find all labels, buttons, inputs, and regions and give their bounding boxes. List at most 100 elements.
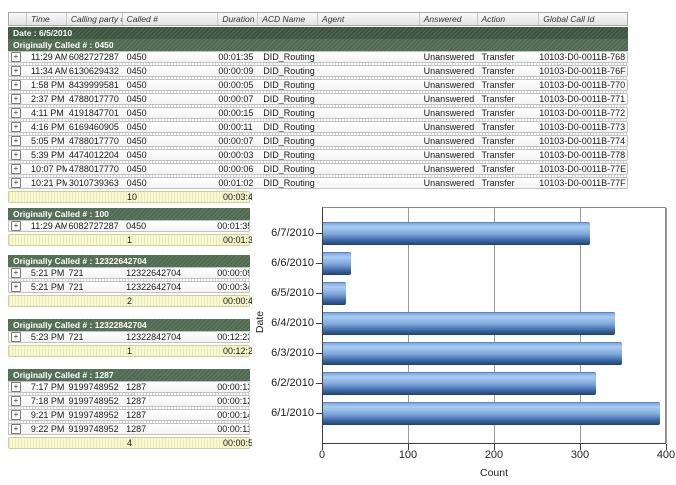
cell-acd: DID_Routing bbox=[263, 80, 315, 90]
expand-icon[interactable]: + bbox=[11, 164, 21, 174]
cell-answered: Unanswered bbox=[423, 178, 475, 188]
expand-cell: + bbox=[9, 108, 27, 118]
expand-icon[interactable]: + bbox=[11, 178, 21, 188]
cell-time: 9:22 PM bbox=[30, 424, 65, 434]
chart-bar bbox=[323, 402, 660, 425]
ytick-label: 6/5/2010 bbox=[271, 287, 314, 299]
cell-time: 4:16 PM bbox=[30, 122, 65, 132]
table-row[interactable]: +5:05 PM 4788017770 0450 00:00:07 DID_Routin… bbox=[8, 135, 628, 147]
expand-icon[interactable]: + bbox=[11, 268, 21, 278]
cell-calling: 721 bbox=[68, 268, 84, 278]
cell-called: 1287 bbox=[126, 410, 147, 420]
cell-called: 12322842704 bbox=[126, 332, 182, 342]
cell-action: Transfer bbox=[481, 150, 515, 160]
ytick-mark bbox=[316, 323, 322, 324]
table-row[interactable]: +5:39 PM 4474012204 0450 00:00:03 DID_Routin… bbox=[8, 149, 628, 161]
cell-acd: DID_Routing bbox=[263, 136, 315, 146]
ytick-mark bbox=[316, 353, 322, 354]
column-header-acd: ACD Name bbox=[258, 13, 319, 25]
group-header: Originally Called # : 100 bbox=[8, 208, 250, 220]
cell-called: 12322642704 bbox=[126, 268, 182, 278]
cell-calling: 721 bbox=[68, 282, 84, 292]
group-rows: +5:23 PM 721 12322842704 00:12:23 bbox=[8, 331, 250, 343]
expand-icon[interactable]: + bbox=[11, 410, 21, 420]
table-row[interactable]: +10:07 PM 4788017770 0450 00:00:06 DID_Routi… bbox=[8, 163, 628, 175]
group-section: Originally Called # : 12322642704 +5:21 P… bbox=[8, 255, 259, 307]
xtick-mark bbox=[666, 444, 667, 450]
summary-total-duration: 00:00:50 bbox=[223, 438, 259, 448]
cell-duration: 00:00:11 bbox=[217, 424, 249, 434]
cell-time: 5:21 PM bbox=[30, 282, 65, 292]
cell-answered: Unanswered bbox=[423, 94, 475, 104]
cell-answered: Unanswered bbox=[423, 150, 475, 160]
expand-icon[interactable]: + bbox=[11, 52, 21, 62]
table-row[interactable]: +5:23 PM 721 12322842704 00:12:23 bbox=[8, 331, 250, 343]
column-header-answered: Answered bbox=[420, 13, 478, 25]
column-header-action: Action bbox=[478, 13, 540, 25]
expand-cell: + bbox=[9, 424, 27, 434]
expand-icon[interactable]: + bbox=[11, 136, 21, 146]
cell-calling: 8439999581 bbox=[68, 80, 119, 90]
cell-agent bbox=[318, 66, 420, 76]
expand-icon[interactable]: + bbox=[11, 94, 21, 104]
summary-spacer bbox=[9, 192, 123, 202]
summary-count: 2 bbox=[127, 296, 133, 306]
chart-bar bbox=[323, 312, 615, 335]
table-row[interactable]: +7:18 PM 9199748952 1287 00:00:12 bbox=[8, 395, 250, 407]
table-row[interactable]: +11:29 AM 6082727287 0450 00:01:35 bbox=[8, 220, 250, 232]
expand-icon[interactable]: + bbox=[11, 282, 21, 292]
summary-count: 10 bbox=[127, 192, 138, 202]
table-row[interactable]: +5:21 PM 721 12322642704 00:00:34 bbox=[8, 281, 250, 293]
cell-called: 0450 bbox=[126, 150, 147, 160]
summary-total-duration: 00:03:40 bbox=[223, 192, 259, 202]
expand-icon[interactable]: + bbox=[11, 332, 21, 342]
expand-icon[interactable]: + bbox=[11, 80, 21, 90]
table-row[interactable]: +4:16 PM 6169460905 0450 00:00:11 DID_Routin… bbox=[8, 121, 628, 133]
table-row[interactable]: +4:11 PM 4191847701 0450 00:00:15 DID_Routin… bbox=[8, 107, 628, 119]
expand-icon[interactable]: + bbox=[11, 108, 21, 118]
expand-icon[interactable]: + bbox=[11, 150, 21, 160]
table-row[interactable]: +5:21 PM 721 12322642704 00:00:09 bbox=[8, 267, 250, 279]
cell-agent bbox=[318, 108, 420, 118]
summary-total-duration: 00:00:43 bbox=[223, 296, 259, 306]
cell-global_id: 10103-D0-0011B-77F bbox=[539, 178, 626, 188]
expand-icon[interactable]: + bbox=[11, 424, 21, 434]
table-row[interactable]: +10:21 PM 3010739363 0450 00:01:02 DID_Routi… bbox=[8, 177, 628, 189]
cell-agent bbox=[318, 80, 420, 90]
cell-duration: 00:00:09 bbox=[218, 66, 254, 76]
summary-spacer bbox=[9, 296, 123, 306]
cell-global_id: 10103-D0-0011B-772 bbox=[539, 108, 626, 118]
table-row[interactable]: +7:17 PM 9199748952 1287 00:00:13 bbox=[8, 381, 250, 393]
expand-icon[interactable]: + bbox=[11, 221, 21, 231]
expand-icon[interactable]: + bbox=[11, 122, 21, 132]
table-row[interactable]: +9:21 PM 9199748952 1287 00:00:14 bbox=[8, 409, 250, 421]
expand-icon[interactable]: + bbox=[11, 396, 21, 406]
table-row[interactable]: +2:37 PM 4788017770 0450 00:00:07 DID_Routin… bbox=[8, 93, 628, 105]
table-row[interactable]: +1:58 PM 8439999581 0450 00:00:05 DID_Routin… bbox=[8, 79, 628, 91]
ytick-label: 6/4/2010 bbox=[271, 317, 314, 329]
table-row[interactable]: +11:34 AM 6130629432 0450 00:00:09 DID_Routi… bbox=[8, 65, 628, 77]
expand-icon[interactable]: + bbox=[11, 66, 21, 76]
cell-duration: 00:00:09 bbox=[217, 268, 249, 278]
cell-duration: 00:00:07 bbox=[218, 94, 254, 104]
cell-duration: 00:00:15 bbox=[218, 108, 254, 118]
cell-time: 11:29 AM bbox=[30, 221, 67, 231]
expand-icon[interactable]: + bbox=[11, 382, 21, 392]
cell-duration: 00:00:06 bbox=[218, 164, 254, 174]
chart-bar bbox=[323, 282, 346, 305]
table-row[interactable]: +9:22 PM 9199748952 1287 00:00:11 bbox=[8, 423, 250, 435]
cell-called: 0450 bbox=[126, 136, 147, 146]
group-section: Originally Called # : 1287 +7:17 PM 919974… bbox=[8, 369, 259, 449]
xtick-label: 200 bbox=[484, 449, 504, 461]
xtick-mark bbox=[494, 444, 495, 450]
gridline-400 bbox=[666, 208, 667, 443]
cell-time: 5:21 PM bbox=[30, 268, 65, 278]
cell-agent bbox=[318, 94, 420, 104]
cell-acd: DID_Routing bbox=[263, 108, 315, 118]
table-row[interactable]: +11:29 AM 6082727287 0450 00:01:35 DID_Routi… bbox=[8, 51, 628, 63]
cell-calling: 4788017770 bbox=[68, 164, 119, 174]
x-axis-title: Count bbox=[479, 467, 509, 479]
group-section: Originally Called # : 0450 +11:29 AM 60827… bbox=[8, 39, 628, 203]
cell-calling: 9199748952 bbox=[68, 424, 119, 434]
xtick-mark bbox=[580, 444, 581, 450]
